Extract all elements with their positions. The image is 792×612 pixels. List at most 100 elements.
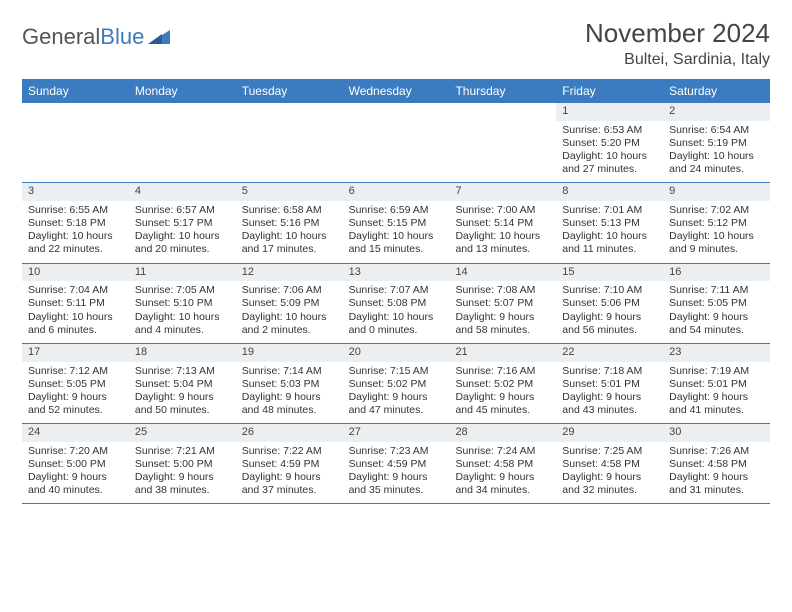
daylight: Daylight: 10 hours and 2 minutes. (242, 311, 337, 337)
sunrise: Sunrise: 7:24 AM (455, 445, 550, 458)
day-info: Sunrise: 6:53 AMSunset: 5:20 PMDaylight:… (556, 121, 663, 183)
day-info: Sunrise: 7:16 AMSunset: 5:02 PMDaylight:… (449, 362, 556, 424)
day-number: 28 (449, 424, 556, 442)
day-info: Sunrise: 7:12 AMSunset: 5:05 PMDaylight:… (22, 362, 129, 424)
day-cell: 26Sunrise: 7:22 AMSunset: 4:59 PMDayligh… (236, 424, 343, 503)
day-cell (22, 103, 129, 182)
daylight: Daylight: 10 hours and 17 minutes. (242, 230, 337, 256)
daylight: Daylight: 9 hours and 40 minutes. (28, 471, 123, 497)
day-number: 21 (449, 344, 556, 362)
day-info: Sunrise: 6:54 AMSunset: 5:19 PMDaylight:… (663, 121, 770, 183)
day-number: 17 (22, 344, 129, 362)
daylight: Daylight: 10 hours and 0 minutes. (349, 311, 444, 337)
day-number: 16 (663, 264, 770, 282)
day-cell: 22Sunrise: 7:18 AMSunset: 5:01 PMDayligh… (556, 344, 663, 423)
day-number: 4 (129, 183, 236, 201)
day-info: Sunrise: 7:10 AMSunset: 5:06 PMDaylight:… (556, 281, 663, 343)
sunrise: Sunrise: 6:53 AM (562, 124, 657, 137)
day-cell: 6Sunrise: 6:59 AMSunset: 5:15 PMDaylight… (343, 183, 450, 262)
day-info: Sunrise: 7:01 AMSunset: 5:13 PMDaylight:… (556, 201, 663, 263)
daylight: Daylight: 9 hours and 56 minutes. (562, 311, 657, 337)
day-info: Sunrise: 7:15 AMSunset: 5:02 PMDaylight:… (343, 362, 450, 424)
weekday: Thursday (449, 79, 556, 103)
sunset: Sunset: 5:19 PM (669, 137, 764, 150)
day-cell: 3Sunrise: 6:55 AMSunset: 5:18 PMDaylight… (22, 183, 129, 262)
title-block: November 2024 Bultei, Sardinia, Italy (585, 18, 770, 69)
sunset: Sunset: 5:14 PM (455, 217, 550, 230)
day-number: 22 (556, 344, 663, 362)
day-number: 8 (556, 183, 663, 201)
day-number: 29 (556, 424, 663, 442)
day-number (129, 103, 236, 107)
weekday: Tuesday (236, 79, 343, 103)
sunset: Sunset: 5:20 PM (562, 137, 657, 150)
day-info: Sunrise: 7:06 AMSunset: 5:09 PMDaylight:… (236, 281, 343, 343)
daylight: Daylight: 9 hours and 31 minutes. (669, 471, 764, 497)
day-info: Sunrise: 7:25 AMSunset: 4:58 PMDaylight:… (556, 442, 663, 504)
sunset: Sunset: 5:08 PM (349, 297, 444, 310)
day-info: Sunrise: 6:57 AMSunset: 5:17 PMDaylight:… (129, 201, 236, 263)
day-info: Sunrise: 7:19 AMSunset: 5:01 PMDaylight:… (663, 362, 770, 424)
day-number: 18 (129, 344, 236, 362)
daylight: Daylight: 9 hours and 32 minutes. (562, 471, 657, 497)
day-info: Sunrise: 7:05 AMSunset: 5:10 PMDaylight:… (129, 281, 236, 343)
week-row: 17Sunrise: 7:12 AMSunset: 5:05 PMDayligh… (22, 344, 770, 424)
daylight: Daylight: 10 hours and 11 minutes. (562, 230, 657, 256)
day-number (449, 103, 556, 107)
weekday-header: Sunday Monday Tuesday Wednesday Thursday… (22, 79, 770, 103)
weekday: Sunday (22, 79, 129, 103)
day-number: 20 (343, 344, 450, 362)
day-info: Sunrise: 7:24 AMSunset: 4:58 PMDaylight:… (449, 442, 556, 504)
day-cell: 14Sunrise: 7:08 AMSunset: 5:07 PMDayligh… (449, 264, 556, 343)
sunset: Sunset: 4:59 PM (242, 458, 337, 471)
sunset: Sunset: 5:06 PM (562, 297, 657, 310)
day-number (343, 103, 450, 107)
day-info: Sunrise: 7:18 AMSunset: 5:01 PMDaylight:… (556, 362, 663, 424)
day-cell: 12Sunrise: 7:06 AMSunset: 5:09 PMDayligh… (236, 264, 343, 343)
daylight: Daylight: 9 hours and 43 minutes. (562, 391, 657, 417)
logo-text-1: General (22, 24, 100, 50)
day-number: 27 (343, 424, 450, 442)
location: Bultei, Sardinia, Italy (585, 51, 770, 69)
day-info: Sunrise: 6:58 AMSunset: 5:16 PMDaylight:… (236, 201, 343, 263)
day-info: Sunrise: 6:59 AMSunset: 5:15 PMDaylight:… (343, 201, 450, 263)
sunrise: Sunrise: 7:04 AM (28, 284, 123, 297)
day-cell: 11Sunrise: 7:05 AMSunset: 5:10 PMDayligh… (129, 264, 236, 343)
day-number: 14 (449, 264, 556, 282)
sunrise: Sunrise: 7:12 AM (28, 365, 123, 378)
day-cell: 1Sunrise: 6:53 AMSunset: 5:20 PMDaylight… (556, 103, 663, 182)
sunset: Sunset: 5:12 PM (669, 217, 764, 230)
week-row: 10Sunrise: 7:04 AMSunset: 5:11 PMDayligh… (22, 264, 770, 344)
daylight: Daylight: 10 hours and 6 minutes. (28, 311, 123, 337)
daylight: Daylight: 9 hours and 35 minutes. (349, 471, 444, 497)
sunset: Sunset: 5:05 PM (669, 297, 764, 310)
day-number: 10 (22, 264, 129, 282)
sunset: Sunset: 5:05 PM (28, 378, 123, 391)
day-info: Sunrise: 7:23 AMSunset: 4:59 PMDaylight:… (343, 442, 450, 504)
daylight: Daylight: 10 hours and 27 minutes. (562, 150, 657, 176)
day-number: 15 (556, 264, 663, 282)
sunset: Sunset: 5:04 PM (135, 378, 230, 391)
day-number: 2 (663, 103, 770, 121)
day-number: 25 (129, 424, 236, 442)
sunset: Sunset: 5:01 PM (562, 378, 657, 391)
day-number: 3 (22, 183, 129, 201)
day-cell: 10Sunrise: 7:04 AMSunset: 5:11 PMDayligh… (22, 264, 129, 343)
day-number: 7 (449, 183, 556, 201)
sunset: Sunset: 5:09 PM (242, 297, 337, 310)
sunrise: Sunrise: 7:19 AM (669, 365, 764, 378)
day-cell: 24Sunrise: 7:20 AMSunset: 5:00 PMDayligh… (22, 424, 129, 503)
day-info: Sunrise: 7:11 AMSunset: 5:05 PMDaylight:… (663, 281, 770, 343)
sunset: Sunset: 5:02 PM (455, 378, 550, 391)
day-cell (129, 103, 236, 182)
daylight: Daylight: 9 hours and 41 minutes. (669, 391, 764, 417)
day-number: 1 (556, 103, 663, 121)
calendar-body: 1Sunrise: 6:53 AMSunset: 5:20 PMDaylight… (22, 103, 770, 504)
daylight: Daylight: 10 hours and 15 minutes. (349, 230, 444, 256)
day-cell: 4Sunrise: 6:57 AMSunset: 5:17 PMDaylight… (129, 183, 236, 262)
sunset: Sunset: 5:01 PM (669, 378, 764, 391)
sunset: Sunset: 5:00 PM (28, 458, 123, 471)
sunrise: Sunrise: 7:08 AM (455, 284, 550, 297)
day-cell: 5Sunrise: 6:58 AMSunset: 5:16 PMDaylight… (236, 183, 343, 262)
day-number (236, 103, 343, 107)
